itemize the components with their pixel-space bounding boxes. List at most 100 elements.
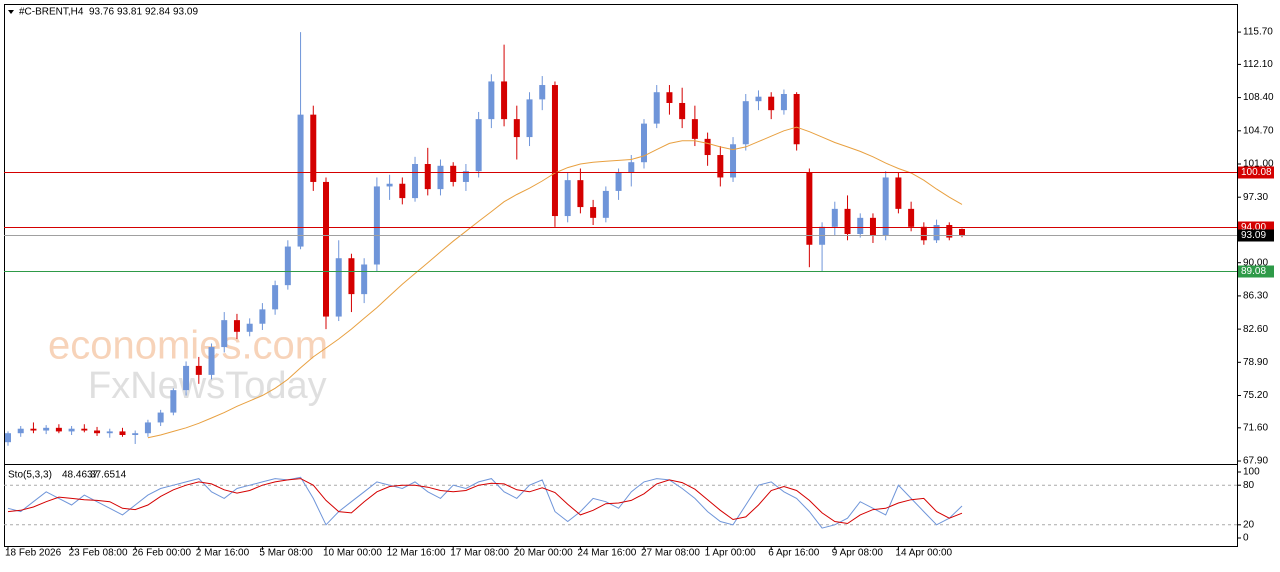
candle-body	[310, 114, 317, 182]
candle-body	[43, 427, 50, 431]
candle-body	[399, 183, 406, 199]
price-level-tag	[1238, 229, 1274, 242]
stoch-label: Sto(5,3,3)	[8, 470, 52, 481]
candle-body	[233, 320, 240, 332]
candle-body	[679, 102, 686, 120]
x-tick-label: 14 Apr 00:00	[895, 548, 952, 559]
candle-body	[501, 81, 508, 120]
candle-body	[221, 320, 228, 348]
x-tick-label: 26 Feb 00:00	[132, 548, 191, 559]
candle-body	[119, 431, 126, 436]
candle-body	[94, 430, 101, 434]
candle-body	[424, 163, 431, 190]
watermark: economies.com	[48, 324, 328, 368]
candle-body	[730, 144, 737, 178]
stoch-signal	[7, 478, 963, 525]
candle-body	[81, 428, 88, 431]
x-tick-label: 9 Apr 08:00	[832, 548, 884, 559]
candle-body	[259, 309, 266, 324]
candle-body	[348, 258, 355, 295]
candle-body	[144, 422, 151, 434]
candle-body	[920, 226, 927, 241]
candle-body	[323, 181, 329, 317]
x-tick-label: 5 Mar 08:00	[259, 548, 313, 559]
candle-body	[946, 225, 953, 238]
candle-body	[933, 225, 940, 241]
candle-body	[959, 228, 965, 235]
stoch-signal-value: 37.6514	[90, 470, 127, 481]
x-tick-label: 12 Mar 16:00	[387, 548, 446, 559]
x-tick-label: 20 Mar 00:00	[514, 548, 573, 559]
candle-body	[691, 119, 698, 139]
price-level-label: 93.09	[1241, 230, 1266, 241]
candle-body	[908, 208, 915, 227]
y-tick-label: 90.00	[1243, 257, 1268, 268]
header-low: 92.84	[145, 7, 170, 18]
candle-body	[615, 172, 622, 191]
header-close: 93.09	[173, 7, 198, 18]
candle-body	[157, 412, 164, 423]
candle-body	[831, 208, 838, 227]
candle-body	[844, 208, 851, 234]
x-tick-label: 24 Mar 16:00	[577, 548, 636, 559]
y-tick-label: 115.70	[1243, 27, 1273, 38]
candle-body	[564, 180, 571, 217]
candle-body	[577, 180, 584, 208]
y-tick-label: 101.00	[1243, 159, 1274, 170]
candle-body	[895, 177, 902, 209]
x-tick-label: 17 Mar 08:00	[450, 548, 509, 559]
candle-body	[106, 431, 113, 434]
candle-body	[806, 172, 813, 245]
candle-body	[539, 85, 546, 100]
stoch-y-tick-label: 0	[1243, 533, 1249, 544]
candle-body	[208, 347, 215, 375]
candle-body	[68, 428, 75, 432]
candle-body	[717, 155, 724, 178]
y-tick-label: 108.40	[1243, 92, 1274, 103]
candle-body	[742, 101, 749, 145]
x-tick-label: 10 Mar 00:00	[323, 548, 382, 559]
x-tick-label: 1 Apr 00:00	[705, 548, 757, 559]
candle-body	[857, 217, 864, 234]
y-tick-label: 78.90	[1243, 357, 1268, 368]
candle-body	[882, 177, 889, 236]
x-tick-label: 23 Feb 08:00	[69, 548, 128, 559]
candle-body	[666, 92, 673, 103]
price-level-tag	[1238, 166, 1274, 179]
candle-body	[17, 428, 24, 434]
candle-body	[590, 207, 597, 218]
candle-body	[5, 433, 11, 443]
candle-body	[335, 258, 342, 317]
price-level-label: 94.00	[1241, 222, 1266, 233]
candle-body	[551, 85, 558, 217]
candle-body	[195, 365, 202, 375]
candle-body	[793, 94, 800, 145]
candle-body	[132, 433, 139, 436]
stoch-main-value: 48.4637	[62, 470, 99, 481]
x-tick-label: 27 Mar 08:00	[641, 548, 700, 559]
stoch-y-tick-label: 100	[1243, 467, 1260, 478]
candle-body	[386, 183, 393, 187]
x-tick-label: 6 Apr 16:00	[768, 548, 820, 559]
candle-body	[462, 171, 469, 182]
candle-body	[284, 246, 291, 286]
candle-body	[526, 99, 533, 138]
price-level-label: 100.08	[1241, 167, 1272, 178]
candle-body	[641, 123, 647, 163]
candle-body	[513, 119, 520, 138]
menu-arrow[interactable]	[8, 10, 14, 14]
candle-body	[869, 217, 876, 236]
candle-body	[768, 96, 775, 111]
candle-body	[628, 162, 635, 173]
candle-body	[780, 94, 787, 111]
candle-body	[272, 285, 279, 310]
candle-body	[183, 365, 190, 391]
y-tick-label: 97.30	[1243, 192, 1268, 203]
candle-body	[653, 92, 660, 124]
x-tick-label: 2 Mar 16:00	[196, 548, 250, 559]
candle-body	[450, 165, 457, 182]
candle-body	[488, 81, 495, 120]
y-tick-label: 71.60	[1243, 422, 1268, 433]
candle-body	[373, 186, 380, 265]
